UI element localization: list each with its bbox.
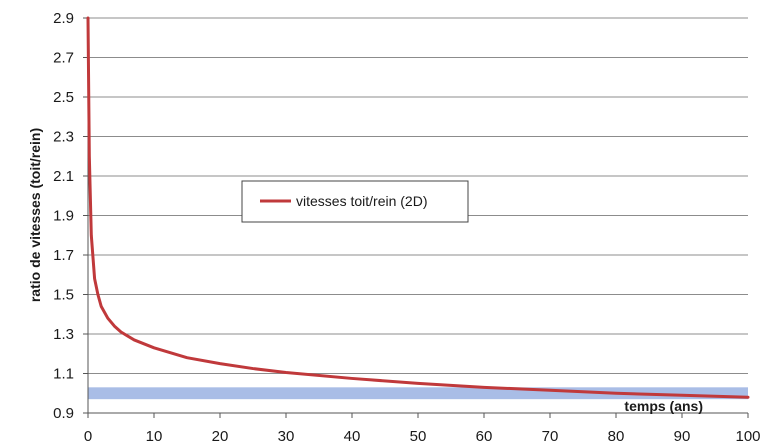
series-line: [86, 16, 750, 399]
x-tick-label: 20: [212, 428, 229, 445]
x-tick-label: 10: [146, 428, 163, 445]
x-tick-label: 50: [410, 428, 427, 445]
legend-box: [241, 180, 469, 223]
x-tick-label: 80: [608, 428, 625, 445]
x-tick-label: 100: [735, 428, 760, 445]
y-tick-label: 2.5: [53, 89, 74, 106]
reference-band: [88, 387, 748, 400]
y-tick-label: 0.9: [53, 405, 74, 422]
x-tick-label: 30: [278, 428, 295, 445]
y-tick-label: 1.3: [53, 326, 74, 343]
y-tick-label: 2.9: [53, 10, 74, 27]
x-tick-label: 0: [84, 428, 92, 445]
x-axis-title: temps (ans): [624, 398, 703, 414]
x-tick-label: 70: [542, 428, 559, 445]
y-tick-label: 1.5: [53, 287, 74, 304]
x-tick-label: 60: [476, 428, 493, 445]
y-tick-label: 1.7: [53, 247, 74, 264]
x-tick-label: 90: [674, 428, 691, 445]
legend-label: vitesses toit/rein (2D): [296, 193, 427, 209]
legend: vitesses toit/rein (2D): [241, 180, 469, 223]
y-tick-label: 1.9: [53, 208, 74, 225]
y-tick-label: 1.1: [53, 366, 74, 383]
y-axis-title: ratio de vitesses (toit/rein): [27, 128, 43, 302]
x-tick-label: 40: [344, 428, 361, 445]
y-tick-label: 2.3: [53, 129, 74, 146]
y-tick-label: 2.7: [53, 50, 74, 67]
y-tick-label: 2.1: [53, 168, 74, 185]
